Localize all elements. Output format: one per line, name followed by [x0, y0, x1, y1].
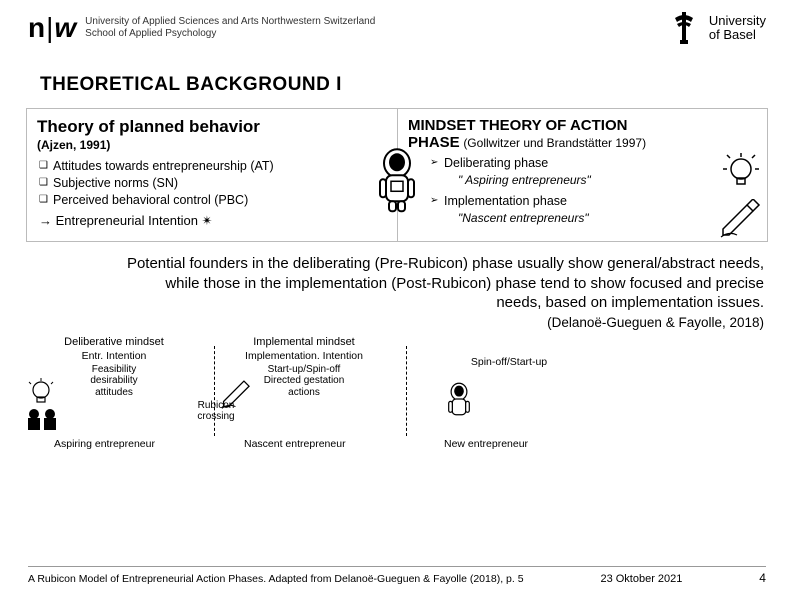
- tpb-citation: (Ajzen, 1991): [37, 138, 387, 152]
- divider-2: [406, 346, 407, 436]
- astronaut-icon-small: [442, 382, 476, 422]
- stage2-intent: Implementation. Intention: [224, 350, 384, 362]
- tpb-column: Theory of planned behavior (Ajzen, 1991)…: [26, 108, 397, 242]
- nw-pipe: |: [46, 12, 52, 43]
- writing-hand-icon-small: [220, 376, 256, 410]
- nw-w: w: [54, 12, 75, 43]
- mindset-h2a: PHASE: [408, 134, 460, 151]
- footer: A Rubicon Model of Entrepreneurial Actio…: [28, 566, 766, 585]
- fhnw-line1: University of Applied Sciences and Arts …: [85, 16, 375, 28]
- tpb-item-at: Attitudes towards entrepreneurship (AT): [39, 158, 387, 175]
- role-nascent: Nascent entrepreneur: [244, 438, 346, 450]
- tpb-heading: Theory of planned behavior: [37, 117, 387, 137]
- footer-date: 23 Oktober 2021: [600, 573, 682, 585]
- mindset-cite: (Gollwitzer und Brandstätter 1997): [463, 136, 646, 150]
- mindset-item-delib: Deliberating phase " Aspiring entreprene…: [430, 155, 757, 188]
- mindset-impl-label: Implementation phase: [444, 194, 567, 208]
- page-title: THEORETICAL BACKGROUND I: [0, 52, 794, 108]
- mindset-delib-label: Deliberating phase: [444, 156, 548, 170]
- nw-logo: n|w: [28, 12, 75, 44]
- mindset-column: MINDSET THEORY OF ACTION PHASE (Gollwitz…: [397, 108, 768, 242]
- tpb-list: Attitudes towards entrepreneurship (AT) …: [39, 158, 387, 209]
- stage3-label: Spin-off/Start-up: [424, 356, 594, 368]
- basel-text: University of Basel: [709, 14, 766, 43]
- logo-basel: University of Basel: [669, 10, 766, 46]
- rubicon-diagram: Deliberative mindset Entr. Intention Fea…: [24, 336, 770, 478]
- stage1-mindset: Deliberative mindset: [34, 336, 194, 348]
- stage-spinoff: Spin-off/Start-up: [424, 354, 594, 370]
- role-new: New entrepreneur: [444, 438, 528, 450]
- fhnw-text: University of Applied Sciences and Arts …: [85, 16, 375, 40]
- basel-staff-icon: [669, 10, 699, 46]
- tpb-item-sn: Subjective norms (SN): [39, 175, 387, 192]
- divider-1: [214, 346, 215, 436]
- fhnw-line2: School of Applied Psychology: [85, 28, 375, 40]
- mindset-item-impl: Implementation phase "Nascent entreprene…: [430, 193, 757, 226]
- summary-paragraph: Potential founders in the deliberating (…: [0, 242, 794, 313]
- footer-caption: A Rubicon Model of Entrepreneurial Actio…: [28, 573, 524, 585]
- summary-citation: (Delanoë-Gueguen & Fayolle, 2018): [0, 313, 794, 330]
- tpb-item-pbc: Perceived behavioral control (PBC): [39, 192, 387, 209]
- mindset-list: Deliberating phase " Aspiring entreprene…: [430, 155, 757, 226]
- mindset-heading: MINDSET THEORY OF ACTION PHASE (Gollwitz…: [408, 117, 757, 151]
- logo-fhnw: n|w University of Applied Sciences and A…: [28, 12, 375, 44]
- footer-page: 4: [759, 571, 766, 585]
- thinker-bulb-icon: [18, 378, 64, 430]
- role-aspiring: Aspiring entrepreneur: [54, 438, 155, 450]
- writing-hand-icon: [719, 199, 761, 239]
- mindset-h1: MINDSET THEORY OF ACTION: [408, 117, 627, 134]
- header: n|w University of Applied Sciences and A…: [0, 0, 794, 52]
- theory-columns: Theory of planned behavior (Ajzen, 1991)…: [0, 108, 794, 242]
- basel-line2: of Basel: [709, 28, 766, 42]
- nw-n: n: [28, 12, 44, 43]
- stage2-mindset: Implemental mindset: [224, 336, 384, 348]
- basel-line1: University: [709, 14, 766, 28]
- stage1-intent: Entr. Intention: [34, 350, 194, 362]
- mindset-delib-desc: " Aspiring entrepreneurs": [444, 172, 757, 188]
- lightbulb-icon: [721, 151, 761, 193]
- tpb-arrow: → Entrepreneurial Intention ✴: [37, 213, 387, 229]
- mindset-impl-desc: "Nascent entrepreneurs": [444, 210, 757, 226]
